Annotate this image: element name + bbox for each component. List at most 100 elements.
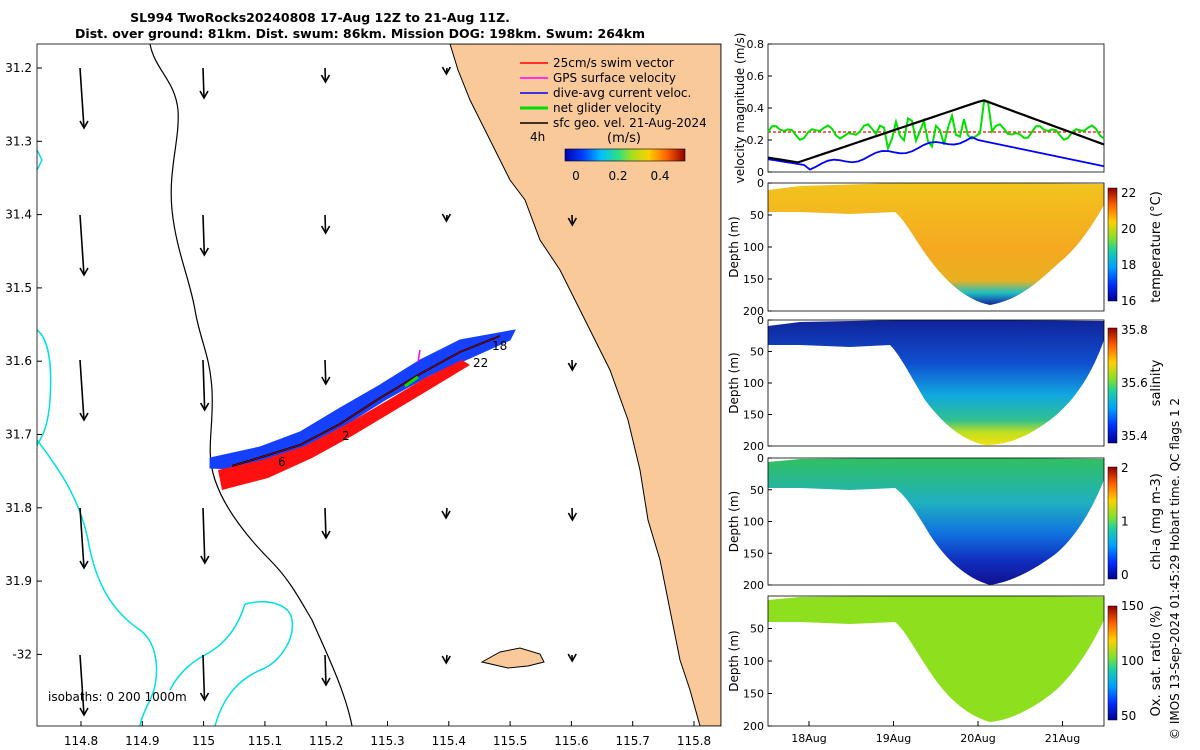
isobath-1000-b <box>37 439 158 726</box>
section-colorbar-tick: 150 <box>1121 599 1144 613</box>
section-depth-tick-label: 50 <box>750 623 764 636</box>
geo-arrowhead <box>567 362 578 372</box>
geo-arrow <box>79 654 85 716</box>
map-y-tick-label: -32 <box>12 647 32 661</box>
geo-arrowhead <box>441 510 451 520</box>
section-colorbar-label: chl-a (mg m-3) <box>1149 473 1164 570</box>
geo-arrowhead <box>79 560 89 570</box>
geo-arrowhead <box>567 512 578 522</box>
map-y-tick-label: 31.9 <box>5 574 32 588</box>
map-x-tick-label: 115.7 <box>616 734 650 748</box>
geo-arrow <box>202 359 206 411</box>
legend-current: dive-avg current veloc. <box>553 86 691 100</box>
geo-arrowhead <box>321 530 331 540</box>
section-depth-label: Depth (m) <box>727 491 741 552</box>
isobaths-note: isobaths: 0 200 1000m <box>48 690 187 704</box>
geo-arrowhead <box>441 66 452 76</box>
map-y-tick-label: 31.6 <box>5 354 32 368</box>
time-axis: 18Aug 19Aug 20Aug 21Aug <box>791 721 1080 745</box>
geo-arrowhead <box>200 555 210 565</box>
day-label-2: 2 <box>342 429 350 443</box>
map-frame <box>36 43 722 727</box>
isobath-1000-a <box>37 149 52 446</box>
geo-arrow <box>202 214 206 256</box>
section-colorbar-tick: 18 <box>1121 258 1136 272</box>
temperature-field <box>768 183 1104 305</box>
map-y-tick-label: 31.7 <box>5 428 32 442</box>
geo-arrowhead <box>199 692 210 702</box>
map-x-tick-label: 115.1 <box>248 734 282 748</box>
map-x-tick-label: 115.5 <box>493 734 527 748</box>
velocity-series-geo <box>767 99 1105 164</box>
section-depth-tick-label: 50 <box>750 209 764 222</box>
isobath-1000-c <box>169 601 294 726</box>
geo-arrowhead <box>320 225 331 235</box>
section-colorbar-label: salinity <box>1149 359 1164 406</box>
section-colorbar-tick: 0 <box>1121 568 1129 582</box>
section-depth-tick-label: 200 <box>743 720 764 733</box>
geo-arrowhead <box>79 412 89 422</box>
day-label-18: 18 <box>492 339 507 353</box>
geo-arrowhead <box>199 247 210 257</box>
section-depth-tick-label: 100 <box>743 241 764 254</box>
island <box>480 647 545 669</box>
salinity-colorbar <box>1107 327 1118 444</box>
section-depth-tick-label: 100 <box>743 655 764 668</box>
geo-arrow <box>79 359 85 421</box>
section-colorbar-label: Ox. sat. ratio (%) <box>1149 606 1164 717</box>
coastline-isobath-200 <box>149 44 353 726</box>
time-tick-label: 18Aug <box>791 732 826 745</box>
section-depth-tick-label: 150 <box>743 409 764 422</box>
velocity-tick-label: 0 <box>757 166 764 179</box>
track-center <box>231 335 501 467</box>
day-label-6: 6 <box>278 455 286 469</box>
geo-arrow <box>324 214 327 234</box>
section-colorbar-tick: 22 <box>1121 186 1136 200</box>
geo-arrowhead <box>79 707 89 717</box>
glider-track <box>209 329 516 490</box>
section-depth-tick-label: 0 <box>757 314 764 327</box>
section-depth-tick-label: 100 <box>743 516 764 529</box>
geo-arrowhead <box>79 120 89 130</box>
map-x-tick-label: 114.8 <box>64 734 98 748</box>
map-y-tick-label: 31.8 <box>5 501 32 515</box>
salinity-field <box>768 320 1104 445</box>
time-tick-label: 21Aug <box>1045 732 1080 745</box>
velocity-panel: 0 0.2 0.4 0.6 0.8 velocity magnitude (m/s) <box>733 33 1105 183</box>
section-depth-tick-label: 0 <box>757 452 764 465</box>
section-depth-label: Depth (m) <box>727 216 741 277</box>
geo-arrow <box>79 214 85 276</box>
geo-arrowhead <box>320 74 331 84</box>
map-x-tick-label: 115.2 <box>309 734 343 748</box>
section-depth-tick-label: 150 <box>743 547 764 560</box>
geo-arrowhead <box>441 213 452 223</box>
imos-stamp: © IMOS 13-Sep-2024 01:45:29 Hobart time.… <box>1168 397 1182 740</box>
section-colorbar-tick: 50 <box>1121 709 1136 723</box>
section-depth-tick-label: 150 <box>743 273 764 286</box>
map-y-tick-label: 31.2 <box>5 61 32 75</box>
section-colorbar-tick: 35.4 <box>1121 429 1148 443</box>
legend-geo: sfc geo. vel. 21-Aug-2024 <box>553 116 707 130</box>
legend-gps: GPS surface velocity <box>553 71 676 85</box>
day-label-22: 22 <box>473 356 488 370</box>
section-temperature <box>767 182 1118 312</box>
net-velocity-arrow <box>404 375 419 388</box>
map-y-tick-label: 31.4 <box>5 208 32 222</box>
geo-arrowhead <box>199 402 210 412</box>
velocity-tick-label: 0.2 <box>747 134 765 147</box>
section-depth-label: Depth (m) <box>727 630 741 691</box>
geo-arrow <box>79 507 85 569</box>
swim-vector-band <box>218 360 470 490</box>
chla-field <box>768 458 1104 585</box>
land-mass <box>449 44 721 726</box>
geo-arrowhead <box>441 655 451 665</box>
geo-arrowhead <box>79 267 89 277</box>
section-depth-tick-label: 50 <box>750 484 764 497</box>
section-depth-label: Depth (m) <box>727 352 741 413</box>
oxygen-colorbar <box>1107 605 1118 721</box>
section-colorbar-tick: 16 <box>1121 294 1136 308</box>
map-colorbar <box>564 148 686 162</box>
geo-arrowhead <box>321 376 331 386</box>
cb-tick-2: 0.4 <box>650 169 669 183</box>
section-colorbar-tick: 2 <box>1121 461 1129 475</box>
